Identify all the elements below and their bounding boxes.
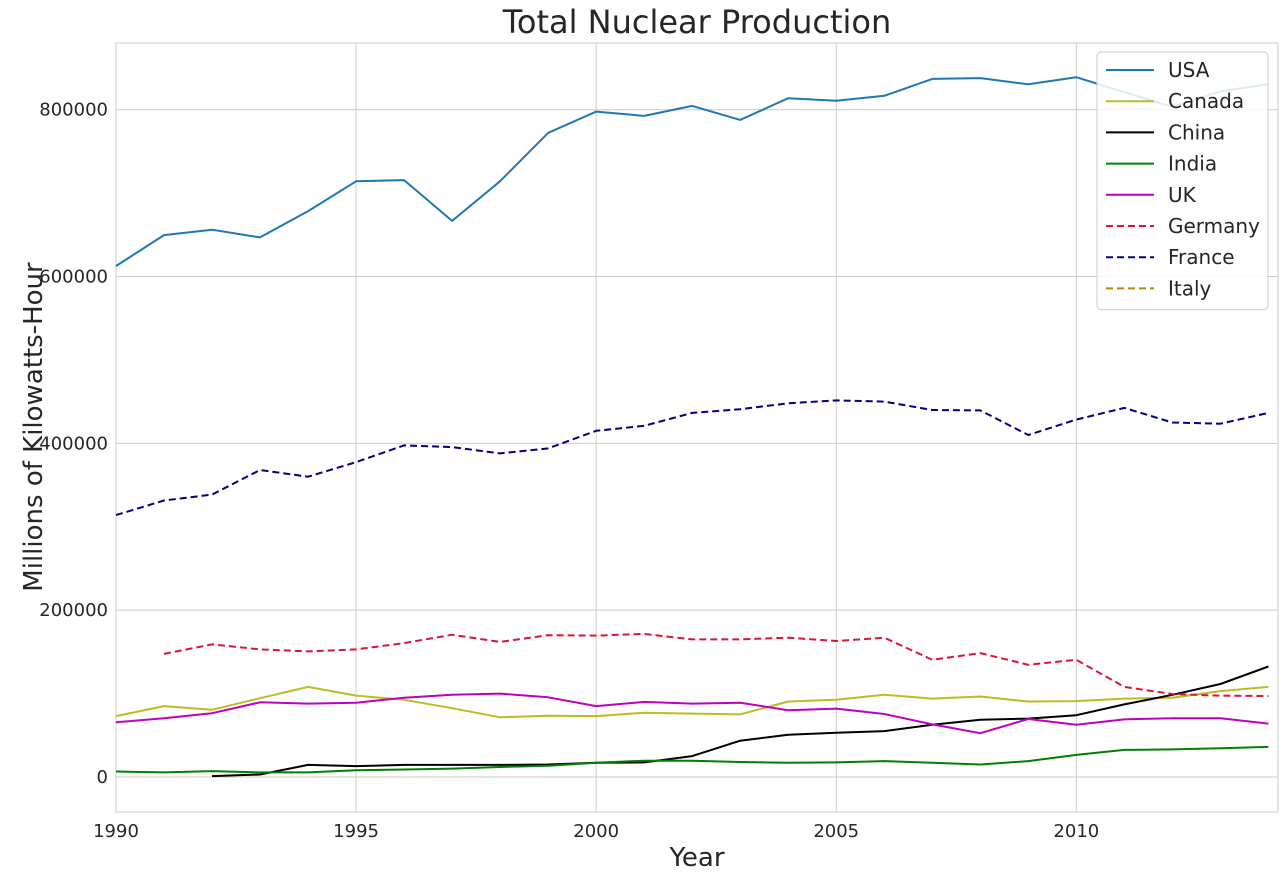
series-line-china	[211, 665, 1269, 778]
y-tick-label: 400000	[39, 433, 108, 454]
legend-label-canada: Canada	[1168, 89, 1244, 113]
legend-label-italy: Italy	[1168, 276, 1212, 300]
legend-box	[1096, 51, 1269, 311]
legend-label-india: India	[1168, 152, 1217, 176]
y-tick-label: 0	[97, 767, 108, 788]
series-line-usa	[115, 76, 1269, 267]
chart-title: Total Nuclear Production	[502, 3, 891, 41]
x-tick-label: 2005	[813, 821, 859, 842]
legend-label-china: China	[1168, 120, 1225, 144]
plot-area-frame	[115, 42, 1279, 813]
series-line-germany	[163, 632, 1269, 698]
legend-label-germany: Germany	[1168, 214, 1260, 238]
x-axis-label: Year	[668, 843, 724, 873]
series-line-france	[115, 399, 1269, 517]
y-axis-label: Millions of Kilowatts-Hour	[19, 262, 49, 592]
legend-label-uk: UK	[1168, 183, 1197, 207]
y-tick-label: 200000	[39, 600, 108, 621]
legend: USA Canada China India UK Germany France Italy	[1096, 51, 1269, 311]
legend-label-france: France	[1168, 245, 1235, 269]
legend-label-usa: USA	[1168, 58, 1210, 82]
x-tick-label: 1990	[93, 821, 139, 842]
x-tick-label: 1995	[333, 821, 379, 842]
series-line-uk	[115, 692, 1269, 735]
y-tick-label: 600000	[39, 267, 108, 288]
x-tick-label: 2010	[1053, 821, 1099, 842]
x-tick-label: 2000	[573, 821, 619, 842]
series-line-canada	[115, 685, 1269, 719]
series-line-india	[115, 745, 1269, 774]
y-tick-label: 800000	[39, 100, 108, 121]
